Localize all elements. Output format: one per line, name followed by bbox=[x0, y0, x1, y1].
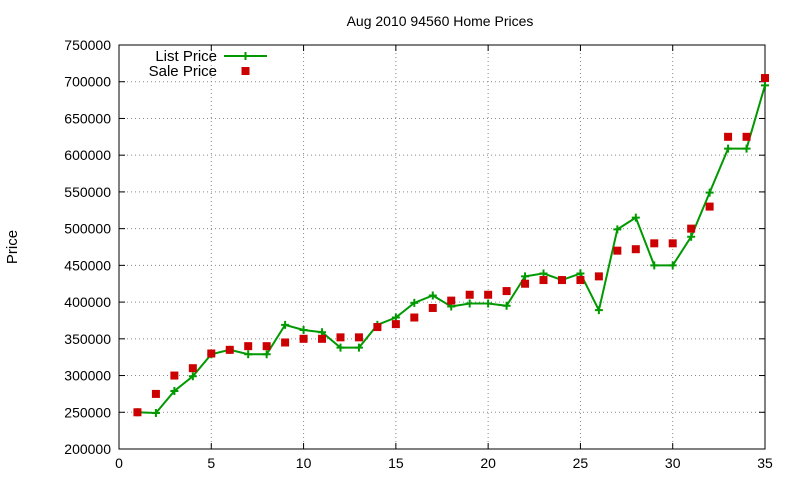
legend-sample-sale-price bbox=[241, 67, 250, 75]
y-tick-label: 300000 bbox=[64, 368, 111, 384]
data-point-sale-price bbox=[557, 276, 566, 285]
data-point-list-price bbox=[724, 144, 733, 153]
y-tick-label: 200000 bbox=[64, 441, 111, 457]
y-tick-label: 450000 bbox=[64, 257, 111, 273]
data-point-sale-price bbox=[539, 276, 548, 285]
data-point-sale-price bbox=[281, 338, 290, 347]
plot-frame bbox=[118, 44, 766, 450]
data-point-list-price bbox=[502, 301, 511, 310]
data-point-list-price bbox=[354, 343, 363, 352]
data-point-list-price bbox=[742, 144, 751, 153]
data-point-sale-price bbox=[336, 333, 345, 342]
y-tick-label: 750000 bbox=[64, 37, 111, 53]
data-point-sale-price bbox=[576, 276, 585, 285]
data-point-sale-price bbox=[631, 245, 640, 254]
data-point-sale-price bbox=[687, 224, 696, 233]
data-point-sale-price bbox=[447, 296, 456, 305]
x-tick-label: 20 bbox=[480, 455, 496, 471]
legend-label-list-price: List Price bbox=[155, 48, 217, 65]
y-tick-label: 250000 bbox=[64, 404, 111, 420]
data-point-list-price bbox=[594, 306, 603, 315]
series bbox=[133, 74, 769, 418]
x-tick-label: 10 bbox=[296, 455, 312, 471]
axis-ticks: 0 5 10 15 20 25 30 35 200000 250000 300000 350000 40… bbox=[64, 37, 773, 471]
y-tick-label: 700000 bbox=[64, 74, 111, 90]
data-point-sale-price bbox=[705, 202, 714, 211]
data-point-list-price bbox=[521, 272, 530, 281]
legend-label-sale-price: Sale Price bbox=[149, 63, 217, 80]
legend-marker-sale-price bbox=[241, 67, 250, 75]
y-tick-label: 550000 bbox=[64, 184, 111, 200]
data-point-sale-price bbox=[188, 364, 197, 373]
x-tick-label: 35 bbox=[757, 455, 773, 471]
y-tick-label: 350000 bbox=[64, 331, 111, 347]
data-point-sale-price bbox=[354, 333, 363, 342]
y-axis-label: Price bbox=[4, 230, 21, 264]
data-point-sale-price bbox=[465, 290, 474, 299]
x-tick-label: 30 bbox=[665, 455, 681, 471]
data-point-sale-price bbox=[170, 371, 179, 380]
grid bbox=[119, 45, 765, 449]
data-point-list-price bbox=[262, 350, 271, 359]
data-point-sale-price bbox=[410, 313, 419, 322]
x-tick-label: 0 bbox=[115, 455, 123, 471]
chart-title: Aug 2010 94560 Home Prices bbox=[347, 13, 534, 29]
data-point-list-price bbox=[761, 81, 769, 90]
data-point-list-price bbox=[170, 386, 179, 395]
data-point-sale-price bbox=[373, 323, 382, 332]
data-point-list-price bbox=[631, 213, 640, 222]
data-point-list-price bbox=[151, 409, 160, 418]
data-point-list-price bbox=[428, 291, 437, 300]
data-point-list-price bbox=[613, 225, 622, 234]
data-point-list-price bbox=[687, 232, 696, 241]
y-tick-label: 600000 bbox=[64, 147, 111, 163]
data-point-sale-price bbox=[151, 389, 160, 398]
data-point-sale-price bbox=[761, 74, 769, 83]
data-point-sale-price bbox=[207, 349, 216, 358]
data-point-list-price bbox=[465, 299, 474, 308]
data-point-sale-price bbox=[428, 303, 437, 312]
data-point-sale-price bbox=[262, 342, 271, 351]
legend-sample-list-price bbox=[224, 52, 267, 60]
data-point-list-price bbox=[484, 299, 493, 308]
legend: List Price Sale Price bbox=[149, 48, 267, 80]
data-point-sale-price bbox=[244, 342, 253, 351]
data-point-sale-price bbox=[668, 239, 677, 248]
x-tick-label: 25 bbox=[573, 455, 589, 471]
data-point-sale-price bbox=[650, 239, 659, 248]
data-point-sale-price bbox=[225, 345, 234, 354]
x-tick-label: 15 bbox=[388, 455, 404, 471]
data-point-list-price bbox=[650, 261, 659, 270]
series-list-price bbox=[133, 81, 769, 418]
data-point-list-price bbox=[281, 320, 290, 329]
data-point-list-price bbox=[410, 298, 419, 307]
y-tick-label: 400000 bbox=[64, 294, 111, 310]
series-sale-price bbox=[133, 74, 769, 417]
data-point-list-price bbox=[299, 326, 308, 335]
data-point-sale-price bbox=[594, 272, 603, 281]
data-point-sale-price bbox=[521, 279, 530, 288]
data-point-sale-price bbox=[318, 334, 327, 343]
x-tick-label: 5 bbox=[207, 455, 215, 471]
data-point-sale-price bbox=[502, 287, 511, 296]
data-point-sale-price bbox=[613, 246, 622, 255]
data-point-list-price bbox=[188, 372, 197, 381]
data-point-sale-price bbox=[724, 132, 733, 141]
legend-marker-list-price bbox=[241, 52, 250, 60]
data-point-sale-price bbox=[742, 132, 751, 141]
data-point-list-price bbox=[705, 188, 714, 197]
data-point-sale-price bbox=[133, 408, 142, 417]
y-tick-label: 650000 bbox=[64, 110, 111, 126]
data-point-list-price bbox=[244, 350, 253, 359]
data-point-sale-price bbox=[484, 290, 493, 299]
data-point-sale-price bbox=[391, 320, 400, 329]
data-point-sale-price bbox=[299, 334, 308, 343]
data-point-list-price bbox=[336, 343, 345, 352]
data-point-list-price bbox=[668, 261, 677, 270]
y-tick-label: 500000 bbox=[64, 221, 111, 237]
